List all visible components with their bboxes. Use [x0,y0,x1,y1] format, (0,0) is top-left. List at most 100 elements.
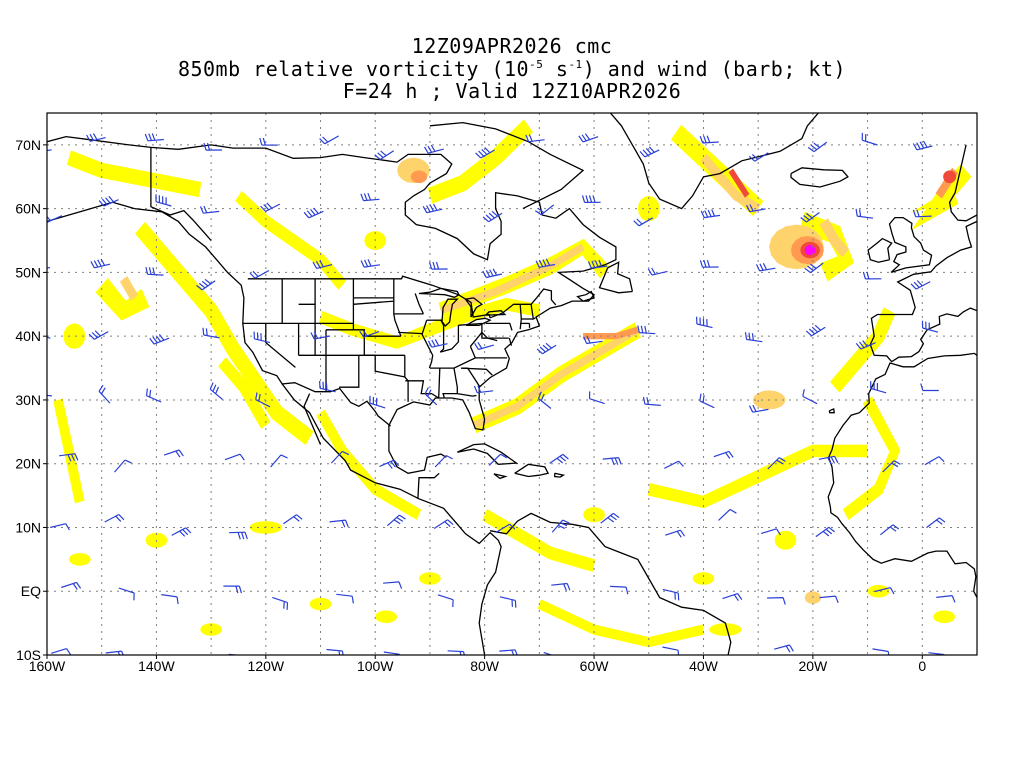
wind-barb [473,385,494,394]
wind-barb [149,334,170,345]
vorticity-cell [708,623,742,636]
wind-barb [664,460,684,469]
wind-barb [319,380,336,393]
border-us-canada [247,275,557,319]
wind-barb [587,259,608,269]
wind-barb [224,453,245,461]
wind-barb [482,268,503,279]
axis-ticks [43,144,923,659]
state-border [265,323,296,368]
wind-barb [144,133,164,142]
wind-barb [474,341,494,351]
coast-europe [869,220,977,363]
lon-label: 60W [580,658,610,674]
wind-barb [90,258,111,269]
wind-barb [379,459,400,469]
wind-barb [920,383,939,392]
wind-barb [209,382,223,400]
title-exp-2: -1 [568,58,583,71]
wind-barb [767,457,786,470]
vorticity-shading [53,119,972,648]
vorticity-band [218,357,271,429]
wind-barb [202,327,220,339]
vorticity-band [647,444,868,509]
vorticity-cell [583,507,605,523]
coast-canary-islands [828,407,835,414]
wind-barb [827,662,845,669]
state-border [438,368,441,399]
wind-barb [637,325,656,335]
wind-barb [928,652,945,655]
wind-barb [253,331,271,344]
lat-label: 60N [15,201,41,217]
wind-barb [330,450,350,464]
coast-cuba [457,443,519,465]
wind-barb [283,514,303,525]
wind-barb [428,261,448,270]
wind-barb [761,528,782,536]
wind-barb [855,340,876,350]
title-line-3: F=24 h ; Valid 12Z10APR2026 [342,79,682,103]
wind-barb [748,152,769,162]
wind-barb [549,453,569,464]
wind-barb [662,588,680,601]
state-border [353,300,395,305]
wind-barb [98,384,111,404]
lon-label: 100W [357,658,394,674]
coastlines [47,113,977,655]
lake-erie [465,317,492,326]
wind-barb [196,278,216,291]
wind-barb [872,648,890,655]
state-border [326,329,401,337]
vorticity-cell [637,195,660,222]
wind-barb [145,388,162,403]
wind-barb [882,460,901,473]
coast-gulf-california [303,393,322,445]
coast-africa [827,352,977,598]
wind-barb [774,644,794,653]
coast-nova-scotia [576,290,595,302]
wind-barb [874,587,895,595]
vorticity-cell [867,584,890,598]
wind-barb [434,454,453,468]
wind-barb [482,210,503,223]
state-border [429,357,508,369]
wind-barb [639,146,660,158]
wind-barb [427,339,448,348]
wind-barb [819,595,839,604]
wind-barb [61,581,82,590]
wind-barb [171,527,192,537]
wind-barb [114,459,132,473]
wind-barb [535,258,556,268]
wind-barb [600,512,620,524]
title-line-2: 850mb relative vorticity (10-5 s-1) and … [0,58,1024,80]
wind-barb [359,329,380,338]
wind-barb [633,217,654,227]
wind-barb [383,651,401,655]
wind-barb [745,204,766,213]
wind-barb [104,513,125,523]
wind-barb [360,259,380,268]
wind-barb [551,519,570,533]
vorticity-band [119,276,139,301]
vorticity-band [799,211,854,282]
lon-label: 40W [689,658,719,674]
wind-barb [50,523,70,531]
wind-barb [249,269,270,279]
wind-barb [581,195,601,203]
wind-barb [912,140,933,151]
coast-puerto-rico [554,472,566,478]
wind-barb [272,596,289,610]
wind-barbs [47,132,956,669]
wind-barb [767,597,786,605]
state-border [469,331,483,347]
coast-norway [948,144,977,222]
lat-label: EQ [21,583,41,599]
vorticity-cell [804,245,816,256]
wind-barb [880,524,900,536]
latitude-labels: 70N 60N 50N 40N 30N 20N 10N EQ 10S [15,137,41,663]
wind-barb [495,523,516,534]
vorticity-cell [419,572,441,585]
wind-barb [870,381,887,394]
coast-pacific [47,201,502,655]
